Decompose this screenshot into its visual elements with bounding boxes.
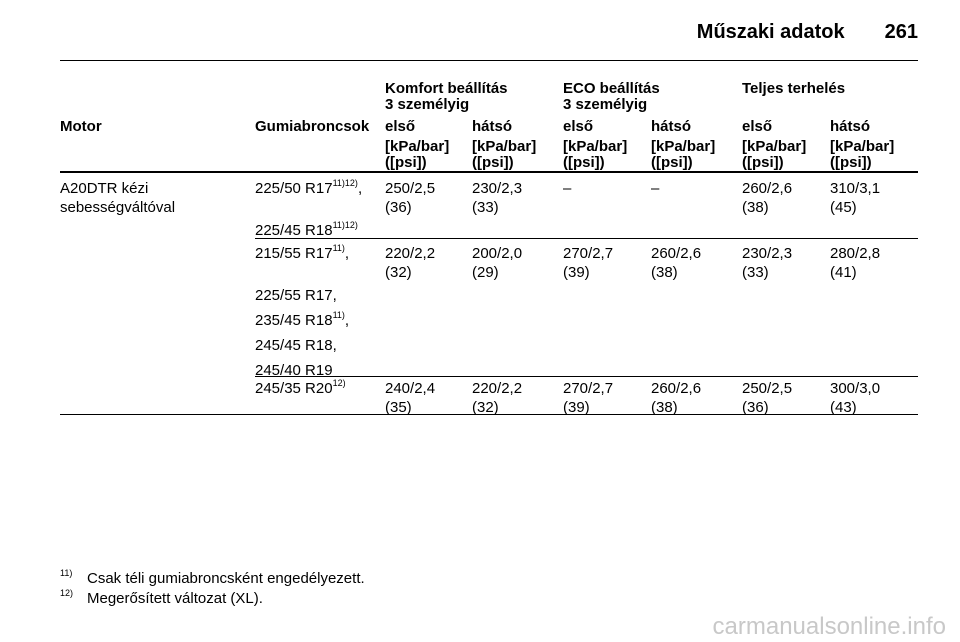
footnote-ref: 12) bbox=[332, 378, 346, 388]
unit: ([psi]) bbox=[651, 154, 693, 171]
tire-text: 215/55 R17 bbox=[255, 245, 333, 262]
group-header: 3 személyig bbox=[385, 96, 470, 113]
footnote-ref: 11) bbox=[332, 310, 345, 320]
pressure-value: 310/3,1 bbox=[830, 180, 881, 197]
pressure-value: (36) bbox=[742, 399, 769, 416]
pressure-value: (38) bbox=[742, 199, 769, 216]
tire-size: 245/35 R2012) bbox=[255, 378, 346, 398]
pressure-value: (38) bbox=[651, 399, 678, 416]
rule bbox=[60, 60, 918, 61]
punctuation: , bbox=[344, 312, 350, 329]
column-header: Gumiabroncsok bbox=[255, 118, 370, 135]
pressure-value: 250/2,5 bbox=[742, 380, 793, 397]
tire-text: 225/45 R18 bbox=[255, 222, 333, 239]
group-header: Teljes terhelés bbox=[742, 80, 846, 97]
column-header: hátsó bbox=[830, 118, 871, 135]
pressure-value: 280/2,8 bbox=[830, 245, 881, 262]
tire-size: 235/45 R1811), bbox=[255, 310, 350, 330]
pressure-value: – bbox=[563, 180, 572, 197]
group-header: ECO beállítás bbox=[563, 80, 660, 97]
group-header: Komfort beállítás bbox=[385, 80, 508, 97]
punctuation: , bbox=[344, 245, 350, 262]
tire-size: 245/45 R18, bbox=[255, 337, 337, 354]
unit: ([psi]) bbox=[563, 154, 605, 171]
pressure-value: (41) bbox=[830, 264, 857, 281]
footnote: 11) Csak téli gumiabroncsként engedélyeze… bbox=[60, 568, 365, 588]
footnote: 12) Megerősített változat (XL). bbox=[60, 588, 263, 608]
unit: ([psi]) bbox=[472, 154, 514, 171]
unit: [kPa/bar] bbox=[563, 138, 628, 155]
tire-text: 235/45 R18 bbox=[255, 312, 333, 329]
punctuation: , bbox=[357, 180, 363, 197]
column-header: első bbox=[563, 118, 594, 135]
pressure-value: 260/2,6 bbox=[651, 380, 702, 397]
tire-text: 245/45 R18, bbox=[255, 337, 337, 354]
rule bbox=[60, 414, 918, 415]
tire-text: 225/50 R17 bbox=[255, 180, 333, 197]
tire-size: 225/50 R1711)12), bbox=[255, 178, 363, 198]
column-header: első bbox=[742, 118, 773, 135]
tire-size: 225/55 R17, bbox=[255, 287, 337, 304]
tire-size: 225/45 R1811)12) bbox=[255, 220, 358, 240]
pressure-value: 200/2,0 bbox=[472, 245, 523, 262]
pressure-value: – bbox=[651, 180, 660, 197]
unit: ([psi]) bbox=[385, 154, 427, 171]
tire-text: 245/35 R20 bbox=[255, 380, 333, 397]
footnote-ref: 11) bbox=[332, 243, 345, 253]
motor: sebességváltóval bbox=[60, 199, 176, 216]
title: Műszaki adatok bbox=[696, 21, 845, 43]
pressure-value: (33) bbox=[742, 264, 769, 281]
unit: ([psi]) bbox=[830, 154, 872, 171]
unit: ([psi]) bbox=[742, 154, 784, 171]
footnote-ref: 11)12) bbox=[332, 220, 358, 230]
pressure-value: 250/2,5 bbox=[385, 180, 436, 197]
unit: [kPa/bar] bbox=[830, 138, 895, 155]
pressure-value: 260/2,6 bbox=[651, 245, 702, 262]
pressure-value: (43) bbox=[830, 399, 857, 416]
group-header: 3 személyig bbox=[563, 96, 648, 113]
motor: A20DTR kézi bbox=[60, 180, 149, 197]
pressure-value: (29) bbox=[472, 264, 499, 281]
page-number: 261 bbox=[884, 21, 918, 43]
tire-size: 215/55 R1711), bbox=[255, 243, 350, 263]
pressure-value: 270/2,7 bbox=[563, 245, 614, 262]
pressure-value: 300/3,0 bbox=[830, 380, 881, 397]
column-header: Motor bbox=[60, 118, 102, 135]
unit: [kPa/bar] bbox=[651, 138, 716, 155]
pressure-value: 230/2,3 bbox=[742, 245, 793, 262]
tire-size: 245/40 R19 bbox=[255, 362, 333, 379]
rule bbox=[60, 171, 918, 173]
pressure-value: 220/2,2 bbox=[472, 380, 523, 397]
pressure-value: (38) bbox=[651, 264, 678, 281]
unit: [kPa/bar] bbox=[742, 138, 807, 155]
pressure-value: (39) bbox=[563, 399, 590, 416]
unit: [kPa/bar] bbox=[472, 138, 537, 155]
pressure-value: 240/2,4 bbox=[385, 380, 436, 397]
pressure-value: (33) bbox=[472, 199, 499, 216]
footnote-text: Megerősített változat (XL). bbox=[87, 590, 263, 607]
pressure-value: 220/2,2 bbox=[385, 245, 436, 262]
pressure-value: 260/2,6 bbox=[742, 180, 793, 197]
footnote-text: Csak téli gumiabroncsként engedélyezett. bbox=[87, 570, 365, 587]
column-header: első bbox=[385, 118, 416, 135]
rule bbox=[255, 376, 918, 377]
column-header: hátsó bbox=[651, 118, 692, 135]
unit: [kPa/bar] bbox=[385, 138, 450, 155]
pressure-value: (36) bbox=[385, 199, 412, 216]
watermark: carmanualsonline.info bbox=[712, 613, 946, 640]
rule bbox=[255, 238, 918, 239]
pressure-value: 230/2,3 bbox=[472, 180, 523, 197]
footnote-ref: 11)12) bbox=[332, 178, 358, 188]
pressure-value: (35) bbox=[385, 399, 412, 416]
pressure-value: (32) bbox=[385, 264, 412, 281]
column-header: hátsó bbox=[472, 118, 513, 135]
tire-text: 225/55 R17, bbox=[255, 287, 337, 304]
pressure-value: (39) bbox=[563, 264, 590, 281]
pressure-value: (32) bbox=[472, 399, 499, 416]
pressure-value: 270/2,7 bbox=[563, 380, 614, 397]
tire-text: 245/40 R19 bbox=[255, 362, 333, 379]
page-header: Műszaki adatok 261 bbox=[697, 20, 918, 44]
pressure-value: (45) bbox=[830, 199, 857, 216]
